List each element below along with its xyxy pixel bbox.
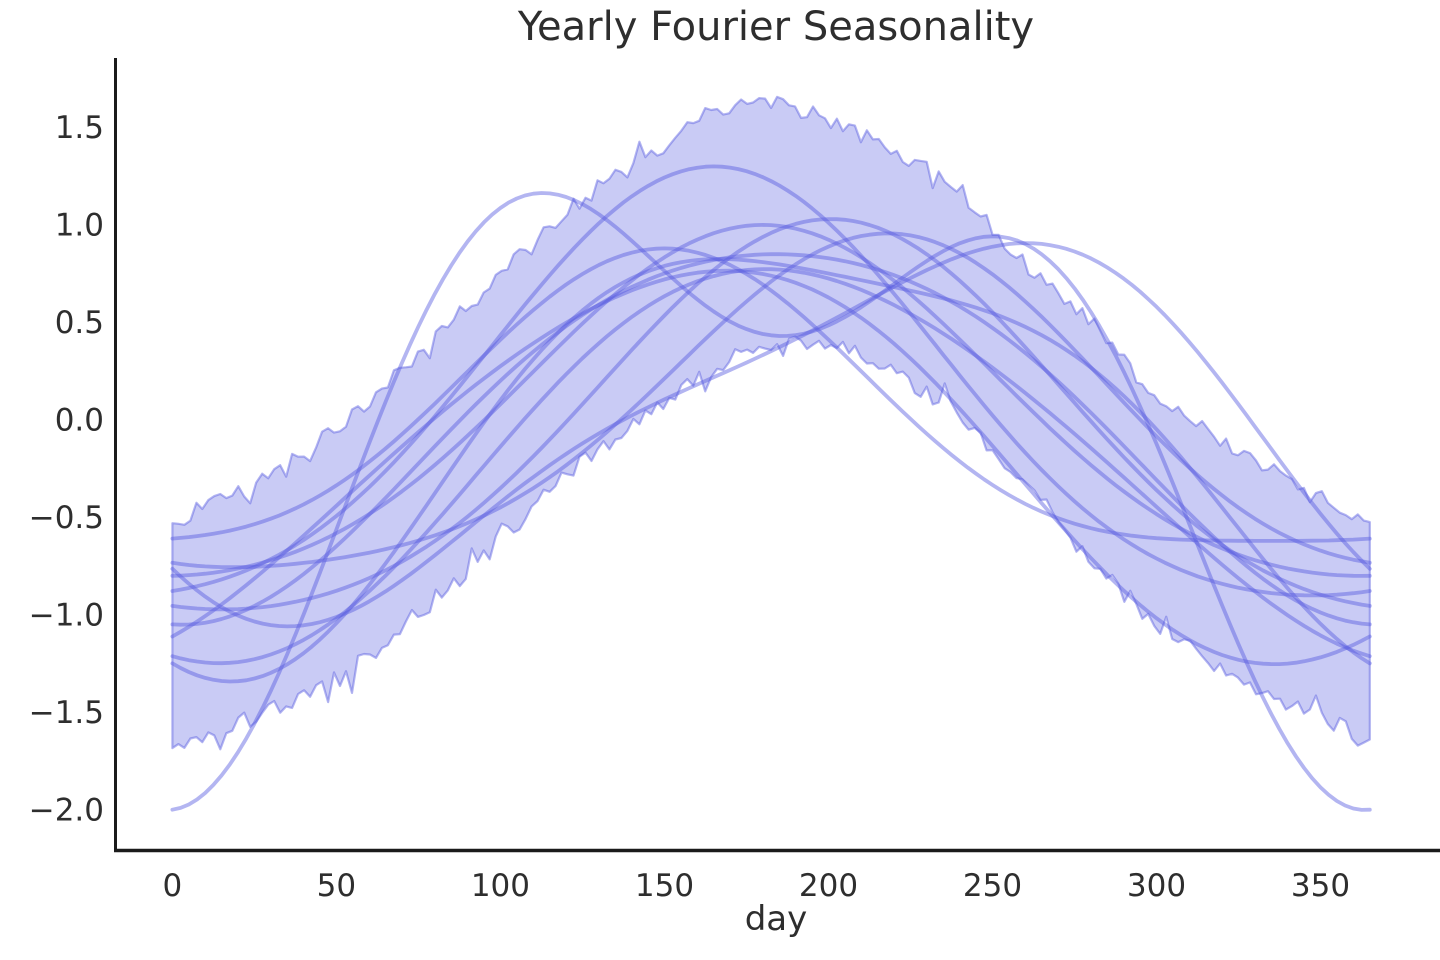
x-tick-label: 0 xyxy=(163,868,183,904)
x-tick-label: 350 xyxy=(1291,868,1350,904)
posterior-sample-4 xyxy=(170,223,1372,578)
y-tick-label: −0.5 xyxy=(29,500,104,536)
posterior-sample-7 xyxy=(170,252,1372,627)
chart-title: Yearly Fourier Seasonality xyxy=(517,4,1035,50)
x-tick-label: 50 xyxy=(317,868,356,904)
posterior-sample-3 xyxy=(170,231,1372,570)
y-tick-label: 0.5 xyxy=(55,305,104,341)
y-tick-label: 1.5 xyxy=(55,110,104,146)
y-tick-label: −1.0 xyxy=(29,598,104,634)
x-tick-label: 100 xyxy=(471,868,530,904)
y-tick-label: −2.0 xyxy=(29,793,104,829)
x-tick-label: 300 xyxy=(1127,868,1186,904)
x-axis-label: day xyxy=(744,899,808,939)
posterior-sample-2 xyxy=(170,246,1372,543)
posterior-sample-1 xyxy=(170,191,1372,812)
posterior-sample-6 xyxy=(170,217,1372,612)
posterior-sample-8 xyxy=(170,268,1372,666)
y-tick-label: 0.0 xyxy=(55,403,104,439)
y-tick-label: −1.5 xyxy=(29,695,104,731)
posterior-sample-5 xyxy=(170,164,1372,598)
posterior-sample-10 xyxy=(170,257,1372,684)
posterior-sample-11 xyxy=(170,241,1372,629)
x-tick-label: 250 xyxy=(963,868,1022,904)
posterior-sample-9 xyxy=(170,267,1372,666)
y-tick-label: 1.0 xyxy=(55,208,104,244)
x-tick-label: 150 xyxy=(635,868,694,904)
x-tick-label: 200 xyxy=(799,868,858,904)
uncertainty-band xyxy=(171,95,1371,751)
